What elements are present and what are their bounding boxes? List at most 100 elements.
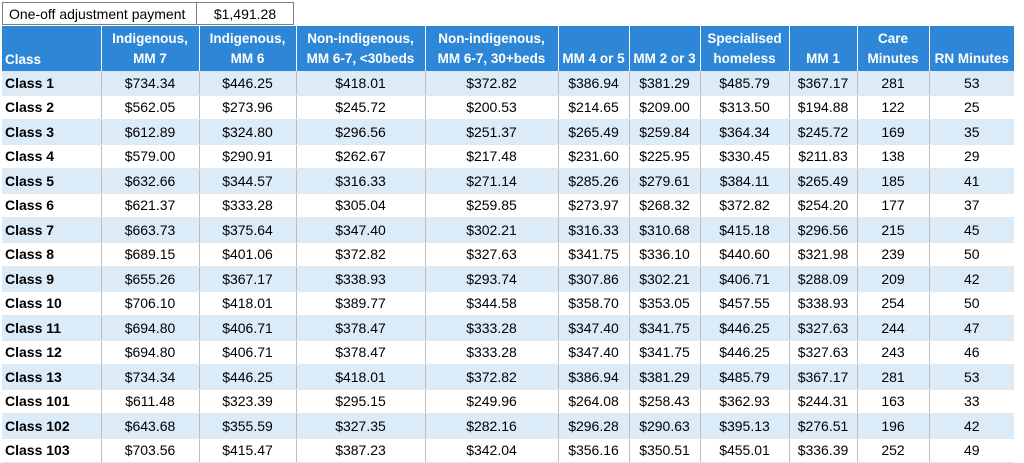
table-cell: $296.56 [296,119,426,145]
table-cell: 42 [929,266,1014,292]
table-cell: 41 [929,168,1014,194]
table-cell: $302.21 [629,266,701,292]
table-cell: $313.50 [700,95,790,120]
table-row: Class 11 $694.80 $406.71 $378.47 $333.28 $347… [2,315,1014,341]
table-cell: $302.21 [425,217,559,243]
table-row: Class 3 $612.89 $324.80 $296.56 $251.37 $265.… [2,119,1014,145]
table-cell: $389.77 [296,291,426,316]
table-cell: $333.28 [425,340,559,365]
table-cell: $271.14 [425,168,559,194]
column-header-line: MM 7 [133,50,167,66]
table-cell: $386.94 [558,71,630,96]
column-header-line: MM 6-7, 30+beds [437,50,546,66]
table-cell: $268.32 [629,193,701,218]
table-cell: $655.26 [101,266,200,292]
table-row: Class 8 $689.15 $401.06 $372.82 $327.63 $341.… [2,242,1014,267]
table-row: Class 13 $734.34 $446.25 $418.01 $372.82 $386… [2,364,1014,390]
table-cell: $341.75 [629,315,701,341]
table-cell: $344.58 [425,291,559,316]
column-header-line: Non-indigenous, [307,30,414,46]
table-cell: $336.39 [789,438,858,463]
table-cell: 244 [857,315,930,341]
table-cell: $295.15 [296,389,426,414]
column-header-line: Indigenous, [209,30,286,46]
column-header: Class [2,26,102,71]
table-cell: $316.33 [296,168,426,194]
column-header-line: Non-indigenous, [438,30,545,46]
table-cell: $632.66 [101,168,200,194]
table-cell: 215 [857,217,930,243]
column-header-line: MM 6 [230,50,265,66]
column-header-line: Care [877,30,909,46]
row-class-label: Class 11 [2,315,102,341]
row-class-label: Class 9 [2,266,102,292]
table-cell: $378.47 [296,340,426,365]
table-cell: $455.01 [700,438,790,463]
table-cell: 53 [929,364,1014,390]
table-cell: $344.57 [199,168,297,194]
table-cell: $446.25 [700,315,790,341]
table-cell: $579.00 [101,144,200,169]
table-cell: $338.93 [789,291,858,316]
table-cell: $611.48 [101,389,200,414]
row-class-label: Class 103 [2,438,102,463]
table-cell: $200.53 [425,95,559,120]
table-cell: $372.82 [425,71,559,96]
table-cell: $395.13 [700,413,790,439]
row-class-label: Class 4 [2,144,102,169]
table-cell: $336.10 [629,242,701,267]
table-row: Class 10 $706.10 $418.01 $389.77 $344.58 $358… [2,291,1014,316]
table-cell: $307.86 [558,266,630,292]
row-class-label: Class 8 [2,242,102,267]
column-header: Indigenous, MM 7 [101,26,200,71]
table-cell: $327.35 [296,413,426,439]
table-cell: 29 [929,144,1014,169]
table-cell: $327.63 [425,242,559,267]
table-cell: $285.26 [558,168,630,194]
table-cell: $457.55 [700,291,790,316]
table-cell: 254 [857,291,930,316]
row-class-label: Class 7 [2,217,102,243]
table-cell: $446.25 [199,71,297,96]
table-cell: $703.56 [101,438,200,463]
row-class-label: Class 12 [2,340,102,365]
table-cell: $282.16 [425,413,559,439]
table-cell: $262.67 [296,144,426,169]
table-cell: $211.83 [789,144,858,169]
column-header: MM 4 or 5 [558,26,630,71]
table-cell: $387.23 [296,438,426,463]
table-cell: $367.17 [199,266,297,292]
table-cell: $355.59 [199,413,297,439]
table-cell: $305.04 [296,193,426,218]
table-cell: $612.89 [101,119,200,145]
table-cell: $418.01 [296,71,426,96]
table-cell: $316.33 [558,217,630,243]
table-cell: $279.61 [629,168,701,194]
table-cell: $296.56 [789,217,858,243]
row-class-label: Class 102 [2,413,102,439]
table-cell: $440.60 [700,242,790,267]
table-cell: $362.93 [700,389,790,414]
table-cell: $259.85 [425,193,559,218]
table-cell: $265.49 [558,119,630,145]
table-cell: $734.34 [101,71,200,96]
table-cell: $245.72 [789,119,858,145]
table-cell: $231.60 [558,144,630,169]
column-header: MM 2 or 3 [629,26,701,71]
table-cell: 239 [857,242,930,267]
table-cell: $290.63 [629,413,701,439]
column-header-line: MM 4 or 5 [562,50,625,66]
row-class-label: Class 6 [2,193,102,218]
table-cell: $293.74 [425,266,559,292]
table-cell: $356.16 [558,438,630,463]
table-cell: 42 [929,413,1014,439]
table-cell: $446.25 [199,364,297,390]
table-row: Class 4 $579.00 $290.91 $262.67 $217.48 $231.… [2,144,1014,169]
table-cell: $341.75 [629,340,701,365]
table-cell: $254.20 [789,193,858,218]
column-header: Indigenous, MM 6 [199,26,297,71]
table-cell: $259.84 [629,119,701,145]
table-row: Class 12 $694.80 $406.71 $378.47 $333.28 $347… [2,340,1014,365]
table-row: Class 6 $621.37 $333.28 $305.04 $259.85 $273.… [2,193,1014,218]
table-cell: $323.39 [199,389,297,414]
